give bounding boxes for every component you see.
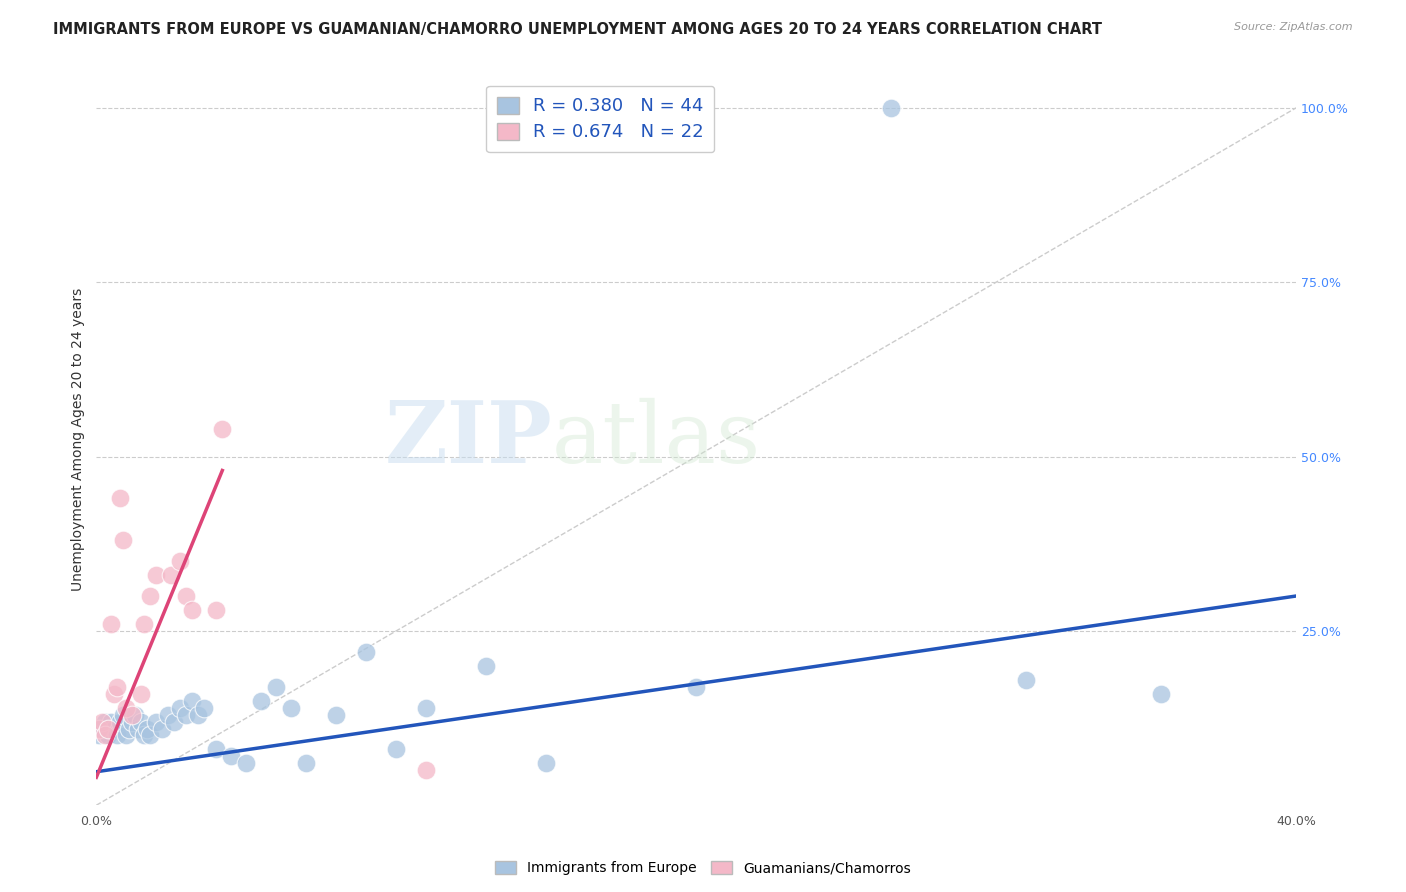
Point xyxy=(221,749,243,764)
Point xyxy=(89,722,111,736)
Point xyxy=(100,714,122,729)
Point xyxy=(266,680,288,694)
Point xyxy=(280,700,302,714)
Point xyxy=(1150,687,1173,701)
Point xyxy=(475,658,498,673)
Point xyxy=(163,714,186,729)
Point xyxy=(115,729,138,743)
Point xyxy=(97,722,120,736)
Point xyxy=(121,714,143,729)
Point xyxy=(136,722,159,736)
Point xyxy=(115,700,138,714)
Point xyxy=(103,687,125,701)
Point xyxy=(112,707,135,722)
Text: ZIP: ZIP xyxy=(384,397,553,481)
Point xyxy=(205,742,228,756)
Point xyxy=(385,742,408,756)
Point xyxy=(181,693,204,707)
Point xyxy=(103,722,125,736)
Point xyxy=(325,707,347,722)
Point xyxy=(415,764,437,778)
Point xyxy=(110,491,132,506)
Point xyxy=(91,714,114,729)
Point xyxy=(536,756,558,771)
Point xyxy=(94,729,117,743)
Point xyxy=(94,714,117,729)
Point xyxy=(150,722,173,736)
Point xyxy=(139,729,162,743)
Point xyxy=(134,729,156,743)
Point xyxy=(295,756,318,771)
Point xyxy=(89,729,111,743)
Point xyxy=(193,700,215,714)
Legend: Immigrants from Europe, Guamanians/Chamorros: Immigrants from Europe, Guamanians/Chamo… xyxy=(489,855,917,880)
Point xyxy=(205,603,228,617)
Point xyxy=(169,700,191,714)
Point xyxy=(1015,673,1038,687)
Point xyxy=(110,714,132,729)
Point xyxy=(176,589,198,603)
Point xyxy=(169,554,191,568)
Point xyxy=(139,589,162,603)
Point xyxy=(145,714,167,729)
Point xyxy=(112,533,135,548)
Point xyxy=(181,603,204,617)
Point xyxy=(118,722,141,736)
Point xyxy=(131,714,153,729)
Point xyxy=(415,700,437,714)
Point xyxy=(97,729,120,743)
Point xyxy=(105,729,128,743)
Point xyxy=(176,707,198,722)
Text: IMMIGRANTS FROM EUROPE VS GUAMANIAN/CHAMORRO UNEMPLOYMENT AMONG AGES 20 TO 24 YE: IMMIGRANTS FROM EUROPE VS GUAMANIAN/CHAM… xyxy=(53,22,1102,37)
Point xyxy=(356,645,378,659)
Point xyxy=(250,693,273,707)
Text: Source: ZipAtlas.com: Source: ZipAtlas.com xyxy=(1234,22,1353,32)
Point xyxy=(145,568,167,582)
Point xyxy=(131,687,153,701)
Point xyxy=(685,680,707,694)
Point xyxy=(105,680,128,694)
Point xyxy=(187,707,209,722)
Point xyxy=(880,101,903,115)
Text: atlas: atlas xyxy=(553,398,762,481)
Point xyxy=(157,707,180,722)
Y-axis label: Unemployment Among Ages 20 to 24 years: Unemployment Among Ages 20 to 24 years xyxy=(72,287,86,591)
Point xyxy=(91,722,114,736)
Point xyxy=(100,616,122,631)
Point xyxy=(211,422,233,436)
Point xyxy=(127,722,149,736)
Point xyxy=(134,616,156,631)
Point xyxy=(121,707,143,722)
Point xyxy=(235,756,257,771)
Legend: R = 0.380   N = 44, R = 0.674   N = 22: R = 0.380 N = 44, R = 0.674 N = 22 xyxy=(486,86,714,153)
Point xyxy=(160,568,183,582)
Point xyxy=(124,707,146,722)
